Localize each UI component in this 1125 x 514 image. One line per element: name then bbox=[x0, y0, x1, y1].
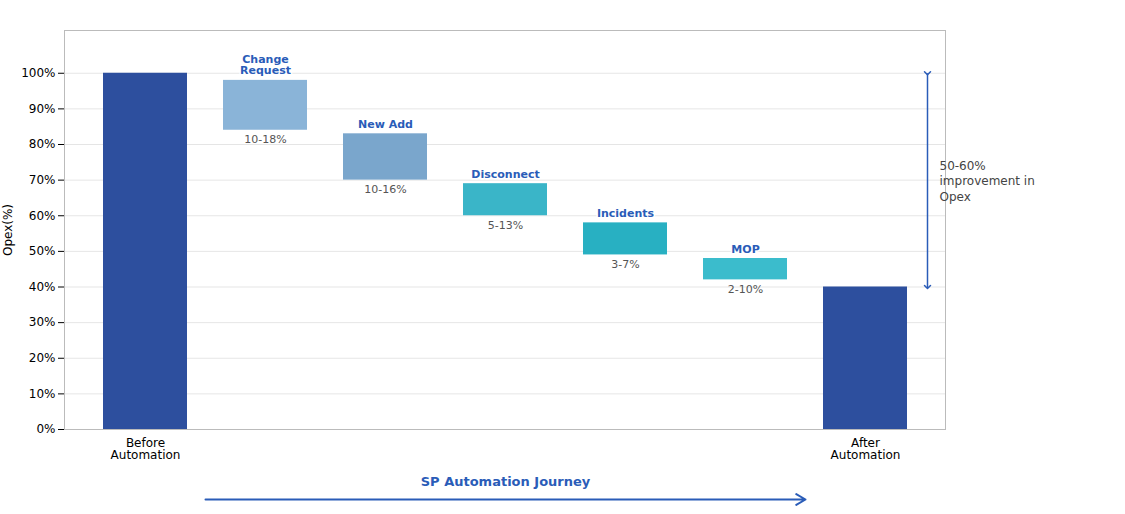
svg-text:40%: 40% bbox=[29, 280, 56, 294]
svg-text:New Add: New Add bbox=[358, 118, 413, 131]
svg-text:50%: 50% bbox=[29, 244, 56, 258]
svg-text:Incidents: Incidents bbox=[597, 207, 655, 220]
svg-text:Opex(%): Opex(%) bbox=[1, 204, 15, 256]
svg-text:0%: 0% bbox=[36, 422, 55, 436]
svg-text:MOP: MOP bbox=[731, 243, 759, 256]
svg-text:30%: 30% bbox=[29, 315, 56, 329]
svg-text:50-60%improvement inOpex: 50-60%improvement inOpex bbox=[940, 159, 1035, 204]
svg-text:ChangeRequest: ChangeRequest bbox=[240, 53, 291, 77]
svg-text:20%: 20% bbox=[29, 351, 56, 365]
svg-text:Disconnect: Disconnect bbox=[471, 168, 539, 181]
svg-text:5-13%: 5-13% bbox=[488, 219, 523, 232]
svg-text:60%: 60% bbox=[29, 209, 56, 223]
svg-text:BeforeAutomation: BeforeAutomation bbox=[111, 436, 181, 462]
svg-text:AfterAutomation: AfterAutomation bbox=[831, 436, 901, 462]
svg-text:3-7%: 3-7% bbox=[611, 258, 639, 271]
svg-text:80%: 80% bbox=[29, 137, 56, 151]
svg-text:10-16%: 10-16% bbox=[364, 183, 406, 196]
svg-text:70%: 70% bbox=[29, 173, 56, 187]
svg-text:100%: 100% bbox=[21, 66, 55, 80]
svg-text:SP Automation Journey: SP Automation Journey bbox=[421, 474, 591, 489]
svg-text:2-10%: 2-10% bbox=[728, 283, 763, 296]
svg-text:10%: 10% bbox=[29, 387, 56, 401]
svg-text:10-18%: 10-18% bbox=[244, 133, 286, 146]
svg-text:90%: 90% bbox=[29, 102, 56, 116]
